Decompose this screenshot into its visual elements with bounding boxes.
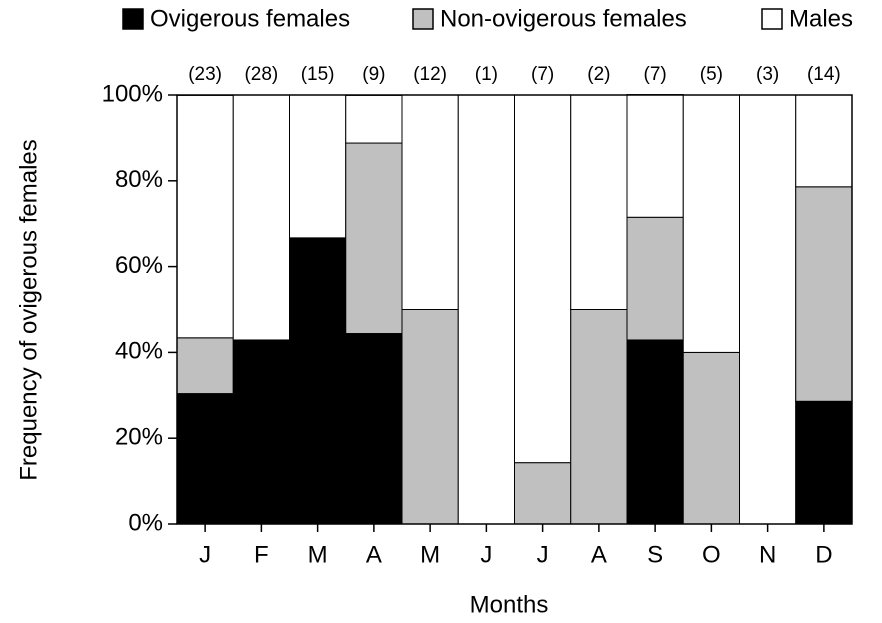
legend-label: Non-ovigerous females — [440, 5, 687, 32]
annotation: (5) — [700, 64, 723, 85]
annotation: (23) — [188, 64, 222, 85]
annotation: (1) — [475, 64, 498, 85]
annotation: (7) — [531, 64, 554, 85]
annotation: (28) — [244, 64, 278, 85]
x-tick-label: N — [759, 541, 776, 568]
annotation: (7) — [644, 64, 667, 85]
x-tick-label: D — [815, 541, 832, 568]
annotation: (9) — [362, 64, 385, 85]
bar-segment — [176, 337, 234, 395]
bar-segment — [626, 339, 684, 525]
x-tick-label: J — [199, 541, 211, 568]
bar-segment — [682, 94, 740, 353]
bar-segment — [682, 351, 740, 525]
bar-segment — [570, 309, 628, 525]
y-tick-label: 20% — [115, 424, 163, 451]
y-tick-label: 40% — [115, 338, 163, 365]
legend-swatch — [122, 8, 144, 30]
bar-segment — [795, 400, 853, 525]
bar-segment — [345, 142, 403, 335]
y-tick-label: 60% — [115, 252, 163, 279]
bar-segment — [514, 94, 572, 464]
bar-segment — [289, 237, 347, 525]
y-axis-title: Frequency of ovigerous females — [15, 139, 42, 481]
bar-segment — [345, 333, 403, 525]
y-tick-label: 100% — [102, 80, 163, 107]
annotation: (3) — [756, 64, 779, 85]
bar-segment — [232, 339, 290, 525]
bar-segment — [232, 94, 290, 341]
y-tick-label: 0% — [128, 509, 163, 536]
bar-segment — [795, 186, 853, 402]
bar-segment — [401, 309, 459, 525]
bar-segment — [289, 94, 347, 239]
annotation: (15) — [301, 64, 335, 85]
bar-segment — [626, 216, 684, 341]
annotation: (2) — [587, 64, 610, 85]
x-axis-title: Months — [470, 591, 549, 618]
bar-segment — [514, 462, 572, 525]
legend-label: Males — [789, 5, 853, 32]
x-tick-label: O — [702, 541, 721, 568]
bar-segment — [176, 393, 234, 525]
bar-segment — [457, 94, 515, 525]
x-tick-label: J — [537, 541, 549, 568]
bar-segment — [345, 94, 403, 144]
annotation: (14) — [807, 64, 841, 85]
legend-label: Ovigerous females — [150, 5, 350, 32]
bar-segment — [626, 94, 684, 218]
x-tick-label: F — [254, 541, 269, 568]
plot-frame — [176, 94, 853, 525]
x-tick-label: A — [366, 541, 382, 568]
bar-segment — [570, 94, 628, 310]
bar-segment — [739, 94, 797, 525]
bar-segment — [176, 94, 234, 339]
annotation: (12) — [413, 64, 447, 85]
bar-segment — [795, 94, 853, 188]
x-tick-label: J — [480, 541, 492, 568]
x-tick-label: M — [308, 541, 328, 568]
x-tick-label: A — [591, 541, 607, 568]
x-tick-label: M — [420, 541, 440, 568]
legend-swatch — [761, 8, 783, 30]
x-tick-label: S — [647, 541, 663, 568]
y-tick-label: 80% — [115, 166, 163, 193]
legend-swatch — [412, 8, 434, 30]
bar-segment — [401, 94, 459, 310]
